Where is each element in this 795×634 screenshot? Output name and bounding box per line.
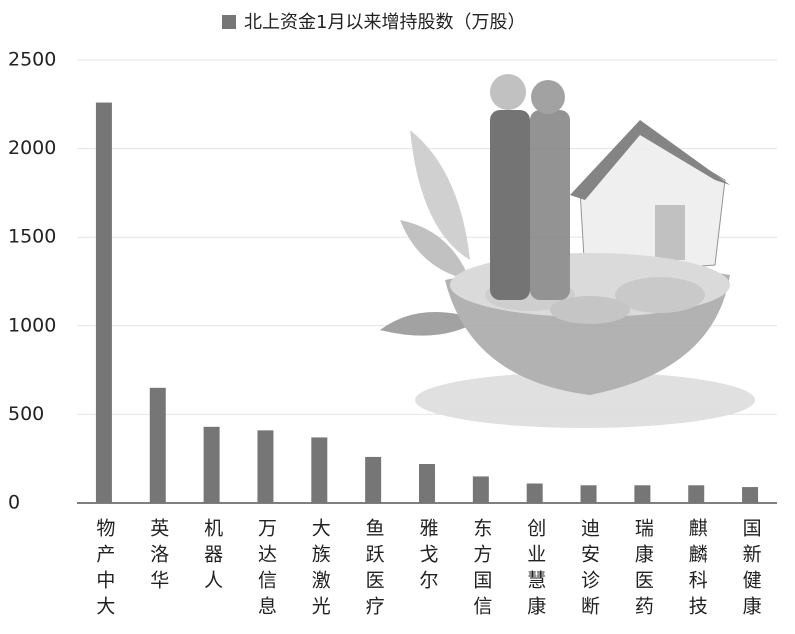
bar (527, 484, 543, 503)
x-tick-label: 鱼跃医疗 (363, 518, 385, 622)
y-tick-label: 500 (8, 403, 44, 425)
x-tick-label: 英洛华 (147, 518, 169, 596)
y-tick-label: 2000 (8, 137, 56, 159)
x-tick-label: 机器人 (201, 518, 223, 596)
bar (419, 464, 435, 503)
bar (96, 103, 112, 503)
y-tick-label: 1000 (8, 314, 56, 336)
bar (581, 485, 597, 503)
y-tick-label: 0 (8, 492, 20, 514)
legend-swatch (222, 15, 236, 29)
x-tick-label: 瑞康医药 (632, 518, 654, 622)
y-tick-label: 2500 (8, 49, 56, 71)
chart: 0 500 1000 1500 2000 2500 北上资金1月以来增持股数（万股） 物产中大… (0, 0, 795, 634)
x-tick-label: 麒麟科技 (686, 518, 708, 622)
bar (204, 427, 220, 503)
x-tick-label: 雅戈尔 (417, 518, 439, 596)
x-tick-label: 物产中大 (93, 518, 115, 622)
bar (634, 485, 650, 503)
bar (688, 485, 704, 503)
x-tick-label: 东方国信 (470, 518, 492, 622)
x-tick-label: 迪安诊断 (578, 518, 600, 622)
bar (365, 457, 381, 503)
y-tick-label: 1500 (8, 226, 56, 248)
bar (257, 430, 273, 503)
bar (150, 388, 166, 503)
legend-label: 北上资金1月以来增持股数（万股） (244, 12, 525, 33)
x-tick-label: 创业慧康 (524, 518, 546, 622)
illustration (380, 74, 755, 428)
bar (473, 476, 489, 503)
x-tick-label: 大族激光 (309, 518, 331, 622)
bar (311, 437, 327, 503)
x-tick-label: 万达信息 (255, 518, 277, 622)
x-tick-label: 国新健康 (740, 518, 762, 622)
bar (742, 487, 758, 503)
